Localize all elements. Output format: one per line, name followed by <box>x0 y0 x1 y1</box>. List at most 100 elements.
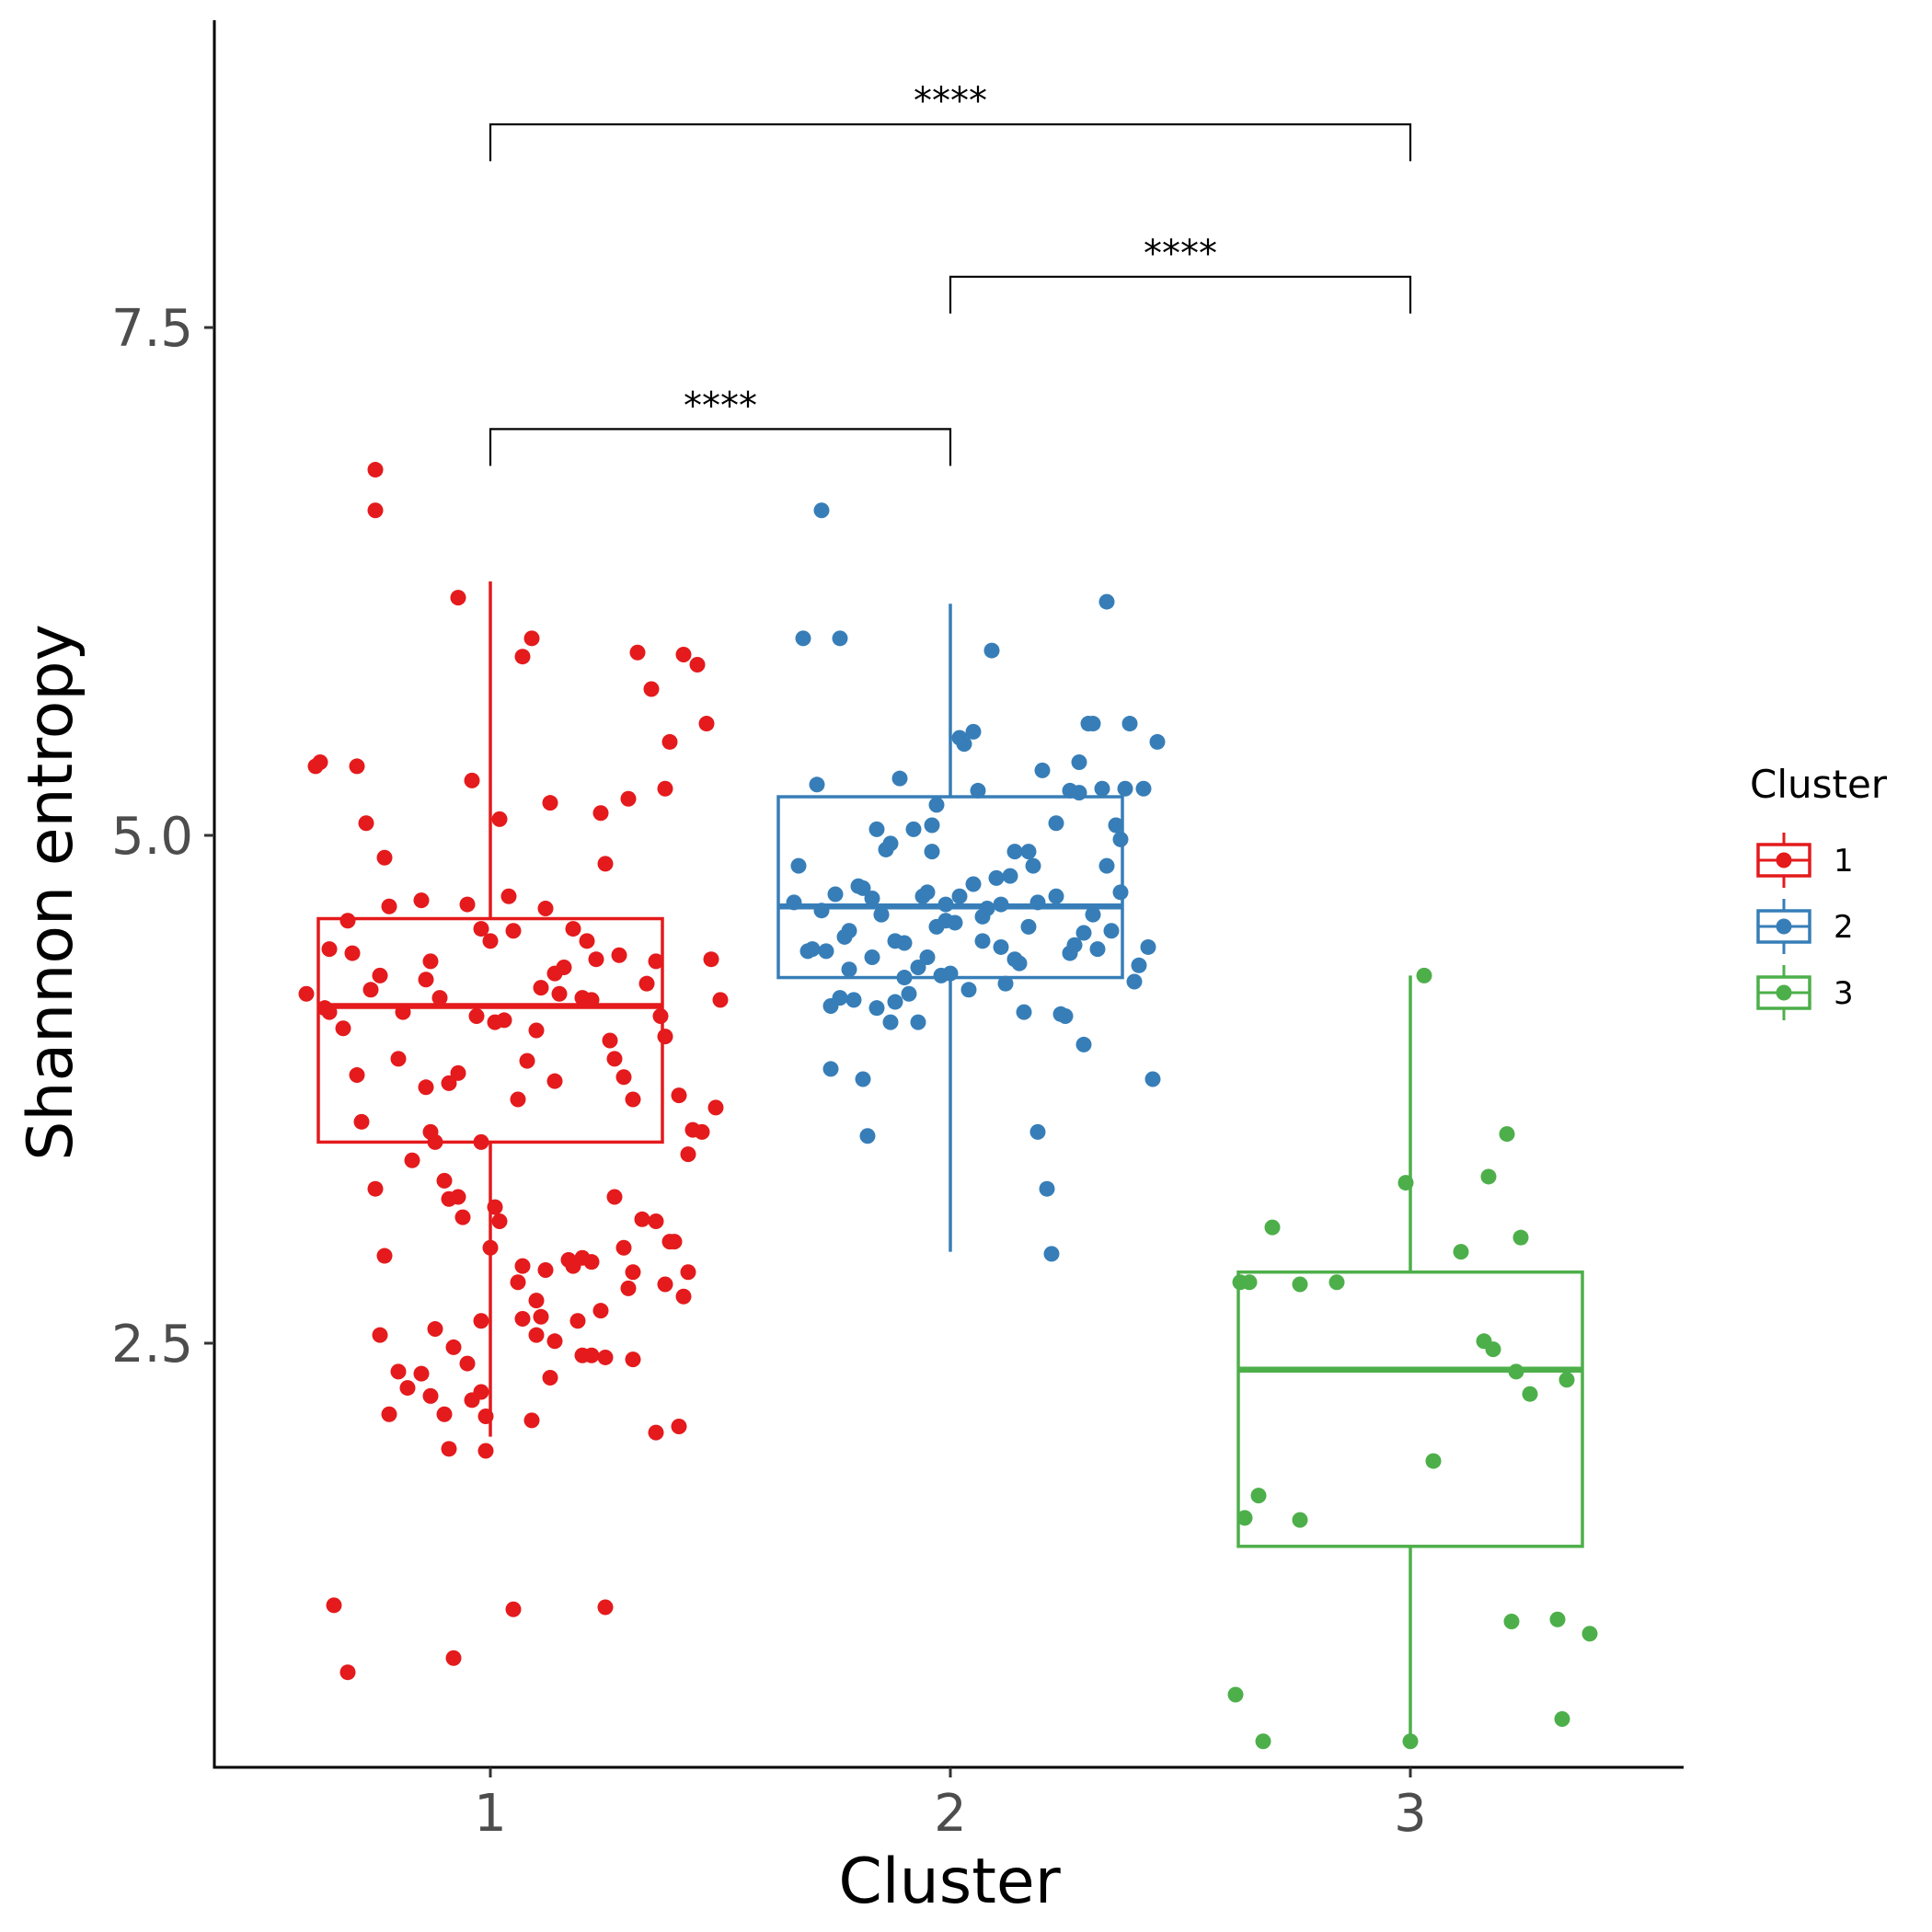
data-point <box>583 992 600 1008</box>
data-point <box>602 1032 618 1049</box>
data-point <box>832 630 848 647</box>
data-point <box>832 990 848 1006</box>
data-point <box>905 821 922 837</box>
data-point <box>321 1004 338 1020</box>
data-point <box>1250 1488 1267 1504</box>
data-point <box>887 994 903 1010</box>
data-point <box>652 1008 669 1025</box>
data-point <box>1048 815 1064 832</box>
data-point <box>993 896 1009 913</box>
data-point <box>813 903 830 919</box>
data-point <box>597 1349 614 1365</box>
data-point <box>896 935 913 951</box>
x-tick-label: 2 <box>934 1784 967 1844</box>
data-point <box>1485 1341 1501 1358</box>
data-point <box>528 1327 545 1343</box>
data-point <box>648 953 664 970</box>
data-point <box>339 1664 356 1681</box>
data-point <box>960 982 977 998</box>
data-point <box>422 953 439 970</box>
data-point <box>1264 1219 1281 1236</box>
data-point <box>505 1601 522 1617</box>
data-point <box>367 1180 384 1197</box>
data-point <box>1135 780 1152 797</box>
data-point <box>694 1123 710 1140</box>
data-point <box>335 1020 351 1037</box>
box-cluster-1 <box>298 462 729 1681</box>
data-point <box>597 1599 614 1616</box>
significance-bracket: **** <box>489 385 952 466</box>
data-point <box>680 1146 696 1163</box>
legend-title: Cluster <box>1750 762 1888 807</box>
data-point <box>473 1133 489 1150</box>
data-point <box>910 1014 926 1030</box>
data-point <box>1480 1168 1497 1185</box>
data-point <box>583 1254 600 1271</box>
data-point <box>592 805 609 822</box>
data-point <box>804 941 821 958</box>
data-point <box>1112 884 1129 901</box>
data-point <box>845 992 862 1008</box>
data-point <box>891 770 908 787</box>
data-point <box>399 1380 416 1397</box>
data-point <box>965 876 982 892</box>
data-point <box>574 1347 591 1363</box>
bracket-line <box>489 123 1412 162</box>
data-point <box>353 1113 370 1130</box>
legend-item-3: 3 <box>1756 965 1854 1020</box>
data-point <box>1236 1510 1253 1526</box>
data-point <box>454 1209 471 1225</box>
data-point <box>606 1189 623 1205</box>
data-point <box>441 1075 457 1091</box>
data-point <box>937 913 954 929</box>
data-point <box>464 772 480 788</box>
significance-bracket: **** <box>489 80 1412 162</box>
legend-label: 1 <box>1834 843 1854 880</box>
legend-key-point <box>1776 852 1792 868</box>
data-point <box>362 982 379 998</box>
data-point <box>473 1313 489 1329</box>
data-point <box>551 985 568 1002</box>
data-point <box>298 985 315 1002</box>
data-point <box>1512 1229 1529 1246</box>
data-point <box>1425 1453 1442 1469</box>
x-tick-label: 1 <box>474 1784 507 1844</box>
legend: Cluster 1 2 3 <box>1750 762 1888 1020</box>
data-point <box>1020 844 1037 860</box>
data-point <box>671 1419 687 1435</box>
data-point <box>523 630 540 647</box>
data-point <box>822 1061 839 1077</box>
data-point <box>367 502 384 519</box>
data-point <box>413 892 430 909</box>
data-point <box>661 733 678 750</box>
data-point <box>882 835 899 852</box>
data-point <box>643 681 660 697</box>
y-tick-label: 7.5 <box>111 299 193 359</box>
data-point <box>910 960 926 976</box>
data-point <box>569 1313 586 1329</box>
x-tick-label: 3 <box>1394 1784 1427 1844</box>
data-point <box>381 898 397 914</box>
data-point <box>376 1248 393 1264</box>
data-point <box>868 821 885 837</box>
data-point <box>542 1370 558 1386</box>
data-point <box>1126 973 1143 990</box>
data-point <box>1039 1180 1055 1197</box>
data-point <box>919 884 936 901</box>
data-point <box>1098 593 1115 610</box>
data-point <box>1522 1386 1538 1402</box>
data-point <box>482 933 499 949</box>
data-point <box>795 630 811 647</box>
data-point <box>841 961 857 978</box>
data-point <box>349 758 365 775</box>
data-point <box>675 646 692 662</box>
data-point <box>712 992 729 1008</box>
data-point <box>657 1029 673 1045</box>
data-point <box>344 945 361 961</box>
data-point <box>528 1022 545 1039</box>
data-point <box>689 657 706 673</box>
data-point <box>542 795 558 811</box>
data-point <box>1034 762 1051 778</box>
data-point <box>657 1276 673 1293</box>
